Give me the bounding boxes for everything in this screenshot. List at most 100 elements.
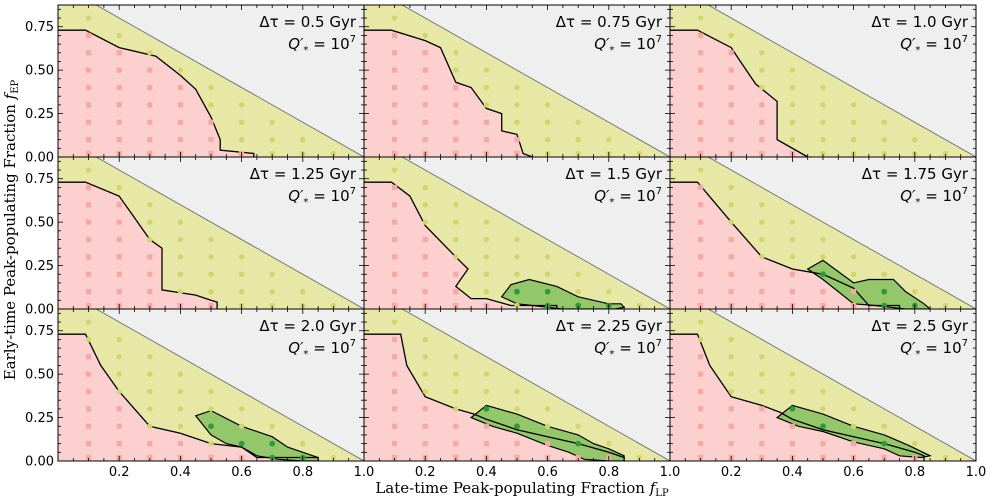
y-tick-label: 0.75 bbox=[25, 172, 54, 187]
yellow-grid-marker bbox=[147, 236, 153, 243]
yellow-grid-marker bbox=[177, 288, 184, 295]
yellow-grid-marker bbox=[483, 67, 490, 73]
diagonal-line bbox=[707, 157, 976, 309]
yellow-grid-marker bbox=[881, 150, 887, 157]
red-grid-marker bbox=[789, 271, 795, 277]
yellow-grid-marker bbox=[422, 32, 428, 39]
yellow-grid-marker bbox=[789, 84, 796, 91]
red-grid-marker bbox=[422, 236, 428, 243]
yellow-grid-marker bbox=[850, 136, 857, 143]
red-grid-marker bbox=[728, 271, 734, 277]
panel: 0.00 0.25 0.50 0.75 0.2 0.4 0.6 0.8 1.0 Δτ = 2.0 … bbox=[25, 308, 374, 480]
yellow-grid-marker bbox=[820, 388, 826, 395]
red-grid-marker bbox=[392, 102, 398, 108]
red-grid-marker bbox=[698, 236, 704, 243]
red-grid-marker bbox=[698, 219, 704, 225]
red-grid-marker bbox=[453, 84, 459, 91]
yellow-grid-marker bbox=[238, 136, 245, 143]
yellow-grid-marker bbox=[422, 219, 428, 225]
yellow-grid-marker bbox=[942, 454, 949, 461]
diagonal-line bbox=[95, 309, 364, 461]
yellow-grid-marker bbox=[147, 388, 153, 395]
yellow-grid-marker bbox=[881, 423, 887, 429]
yellow-grid-marker bbox=[269, 150, 275, 157]
red-grid-marker bbox=[698, 302, 704, 309]
yellow-grid-marker bbox=[177, 236, 184, 243]
red-region bbox=[364, 30, 533, 157]
yellow-grid-marker bbox=[483, 236, 490, 243]
red-grid-marker bbox=[851, 289, 857, 295]
yellow-grid-marker bbox=[483, 102, 490, 108]
diagonal-line bbox=[95, 5, 364, 157]
green-grid-marker bbox=[575, 440, 582, 447]
red-grid-marker bbox=[86, 423, 92, 429]
red-grid-marker bbox=[698, 271, 704, 277]
red-grid-marker bbox=[116, 119, 122, 125]
red-grid-marker bbox=[116, 254, 122, 260]
panel: Δτ = 1.0 Gyr Q′* = 107 bbox=[669, 4, 977, 158]
red-grid-marker bbox=[208, 150, 214, 157]
yellow-grid-marker bbox=[759, 254, 765, 260]
red-grid-marker bbox=[728, 137, 734, 143]
yellow-grid-marker bbox=[850, 102, 857, 108]
red-grid-marker bbox=[728, 119, 734, 125]
red-grid-marker bbox=[820, 289, 826, 295]
yellow-grid-marker bbox=[575, 288, 581, 295]
red-grid-marker bbox=[728, 84, 734, 91]
y-tick-label: 0.00 bbox=[25, 151, 54, 166]
red-grid-marker bbox=[759, 423, 765, 429]
red-grid-marker bbox=[86, 119, 92, 125]
yellow-grid-marker bbox=[514, 236, 520, 243]
yellow-grid-marker bbox=[238, 119, 245, 125]
x-tick-label: 0.6 bbox=[843, 465, 864, 480]
red-grid-marker bbox=[759, 271, 765, 277]
yellow-grid-marker bbox=[300, 288, 306, 295]
yellow-grid-marker bbox=[422, 184, 428, 191]
yellow-grid-marker bbox=[147, 371, 153, 377]
red-grid-marker bbox=[514, 137, 520, 143]
yellow-grid-marker bbox=[238, 102, 245, 108]
red-grid-marker bbox=[392, 236, 398, 243]
yellow-grid-marker bbox=[942, 302, 949, 309]
panel: 0.00 0.25 0.50 0.75 Δτ = 0.5 Gyr Q′* = 107 bbox=[25, 4, 365, 166]
yellow-grid-marker bbox=[422, 202, 428, 208]
yellow-grid-marker bbox=[789, 67, 796, 73]
yellow-grid-marker bbox=[269, 423, 275, 429]
yellow-grid-marker bbox=[759, 371, 765, 377]
red-grid-marker bbox=[86, 184, 92, 190]
yellow-grid-marker bbox=[422, 388, 428, 395]
yellow-grid-marker bbox=[422, 336, 428, 343]
x-tick-label: 0.6 bbox=[537, 465, 558, 480]
yellow-grid-marker bbox=[85, 167, 92, 173]
red-grid-marker bbox=[116, 271, 122, 277]
panel: Δτ = 1.5 Gyr Q′* = 107 bbox=[363, 156, 671, 310]
yellow-grid-marker bbox=[269, 271, 275, 277]
yellow-grid-marker bbox=[697, 319, 704, 325]
yellow-grid-marker bbox=[850, 119, 857, 125]
red-grid-marker bbox=[698, 84, 704, 91]
yellow-grid-marker bbox=[789, 371, 796, 377]
yellow-grid-marker bbox=[789, 136, 796, 143]
red-grid-marker bbox=[759, 289, 765, 295]
red-grid-marker bbox=[86, 202, 92, 208]
diagonal-line bbox=[707, 309, 976, 461]
yellow-grid-marker bbox=[116, 354, 122, 360]
yellow-grid-marker bbox=[759, 84, 765, 91]
red-grid-marker bbox=[392, 32, 398, 38]
y-axis-title: Early-time Peak-populating Fraction fEP bbox=[1, 79, 21, 380]
yellow-grid-marker bbox=[759, 236, 765, 243]
red-grid-marker bbox=[147, 84, 153, 91]
red-grid-marker bbox=[698, 371, 704, 377]
yellow-grid-marker bbox=[544, 119, 551, 125]
yellow-grid-marker bbox=[208, 84, 214, 91]
yellow-grid-marker bbox=[820, 150, 826, 157]
yellow-grid-marker bbox=[208, 440, 214, 447]
yellow-grid-marker bbox=[208, 388, 214, 395]
green-grid-marker bbox=[820, 423, 826, 430]
red-boundary-line bbox=[58, 333, 319, 461]
yellow-grid-marker bbox=[881, 119, 887, 125]
yellow-grid-marker bbox=[575, 119, 581, 125]
yellow-grid-marker bbox=[208, 254, 214, 260]
red-grid-marker bbox=[86, 219, 92, 225]
yellow-grid-marker bbox=[820, 254, 826, 260]
